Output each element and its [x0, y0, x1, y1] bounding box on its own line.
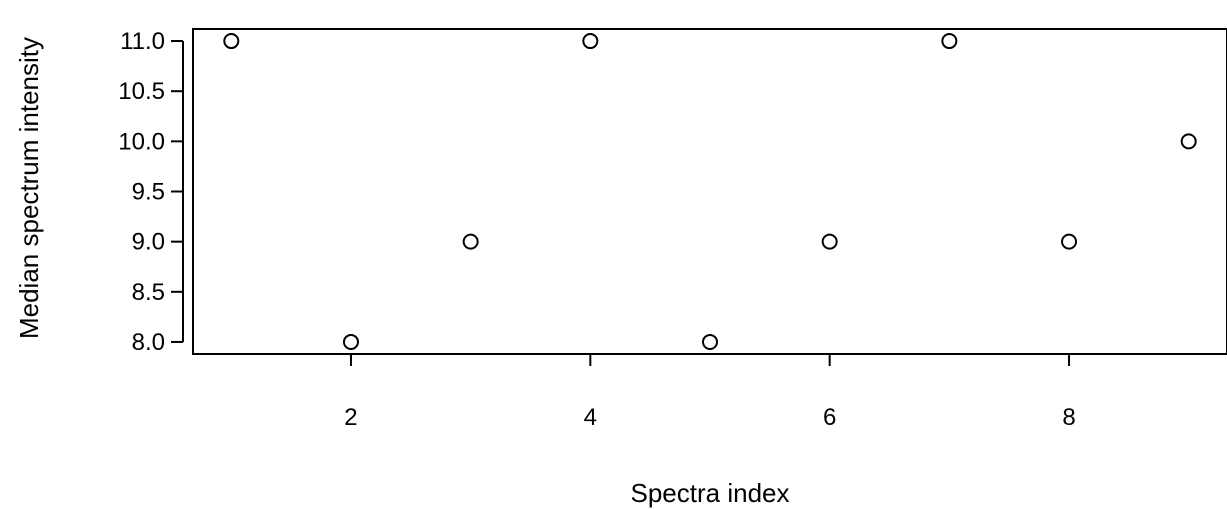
- data-point: [462, 233, 479, 250]
- data-point: [821, 233, 838, 250]
- data-point: [1061, 233, 1078, 250]
- x-tick-label: 2: [344, 404, 357, 431]
- y-tick-label: 8.0: [132, 329, 165, 356]
- y-axis: 8.0 8.5 9.0 9.5 10.0 10.5 11.0: [118, 28, 184, 356]
- x-tick-label: 6: [823, 404, 836, 431]
- y-tick-label: 9.5: [132, 179, 165, 206]
- y-axis-title: Median spectrum intensity: [14, 37, 44, 339]
- x-tick-label: 8: [1062, 404, 1075, 431]
- data-point: [702, 333, 718, 350]
- data-point: [582, 33, 599, 50]
- y-tick-label: 8.5: [132, 279, 165, 306]
- x-axis-title: Spectra index: [631, 478, 790, 508]
- data-point: [342, 333, 359, 350]
- data-point: [941, 33, 958, 50]
- x-axis: 2 4 6 8: [344, 353, 1076, 431]
- data-points: [223, 33, 1197, 350]
- y-tick-label: 11.0: [120, 28, 165, 55]
- plot-area-frame: [192, 28, 1227, 355]
- y-tick-label: 10.0: [118, 128, 165, 155]
- data-point: [1180, 133, 1197, 150]
- data-point: [223, 33, 240, 50]
- y-tick-label: 10.5: [118, 78, 165, 105]
- x-tick-label: 4: [584, 404, 597, 431]
- y-tick-label: 9.0: [132, 229, 165, 256]
